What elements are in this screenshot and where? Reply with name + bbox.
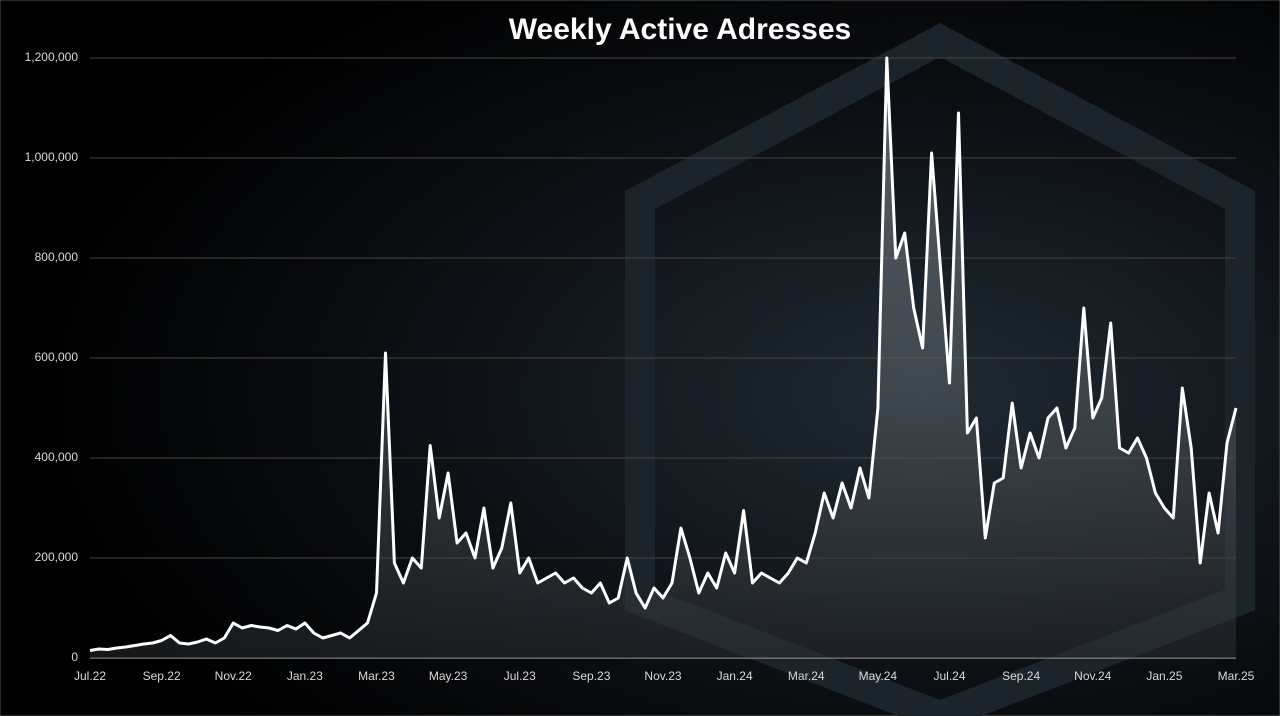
x-tick-label: Jan.24 [717, 669, 753, 683]
line [89, 56, 1238, 652]
x-tick-label: May.24 [859, 669, 898, 683]
x-tick-label: Sep.23 [572, 669, 610, 683]
chart-title: Weekly Active Adresses [509, 13, 851, 46]
area [90, 58, 1236, 658]
x-tick-label: Nov.23 [644, 669, 681, 683]
y-tick-label: 800,000 [35, 250, 79, 264]
x-tick-label: Jan.25 [1146, 669, 1182, 683]
x-tick-label: Mar.25 [1218, 669, 1255, 683]
x-tick-label: Jul.24 [933, 669, 965, 683]
x-tick-label: Nov.22 [215, 669, 252, 683]
x-tick-label: Mar.24 [788, 669, 825, 683]
y-tick-label: 200,000 [35, 550, 79, 564]
y-tick-label: 400,000 [35, 450, 79, 464]
y-tick-label: 0 [71, 650, 78, 664]
x-tick-label: Sep.24 [1002, 669, 1040, 683]
y-tick-label: 1,000,000 [25, 150, 79, 164]
x-tick-label: Jan.23 [287, 669, 323, 683]
x-tick-label: Jul.22 [74, 669, 106, 683]
y-tick-label: 600,000 [35, 350, 79, 364]
x-tick-label: May.23 [429, 669, 468, 683]
x-tick-label: Jul.23 [504, 669, 536, 683]
y-tick-label: 1,200,000 [25, 50, 79, 64]
x-tick-label: Nov.24 [1074, 669, 1111, 683]
x-tick-label: Sep.22 [143, 669, 181, 683]
x-tick-label: Mar.23 [358, 669, 395, 683]
